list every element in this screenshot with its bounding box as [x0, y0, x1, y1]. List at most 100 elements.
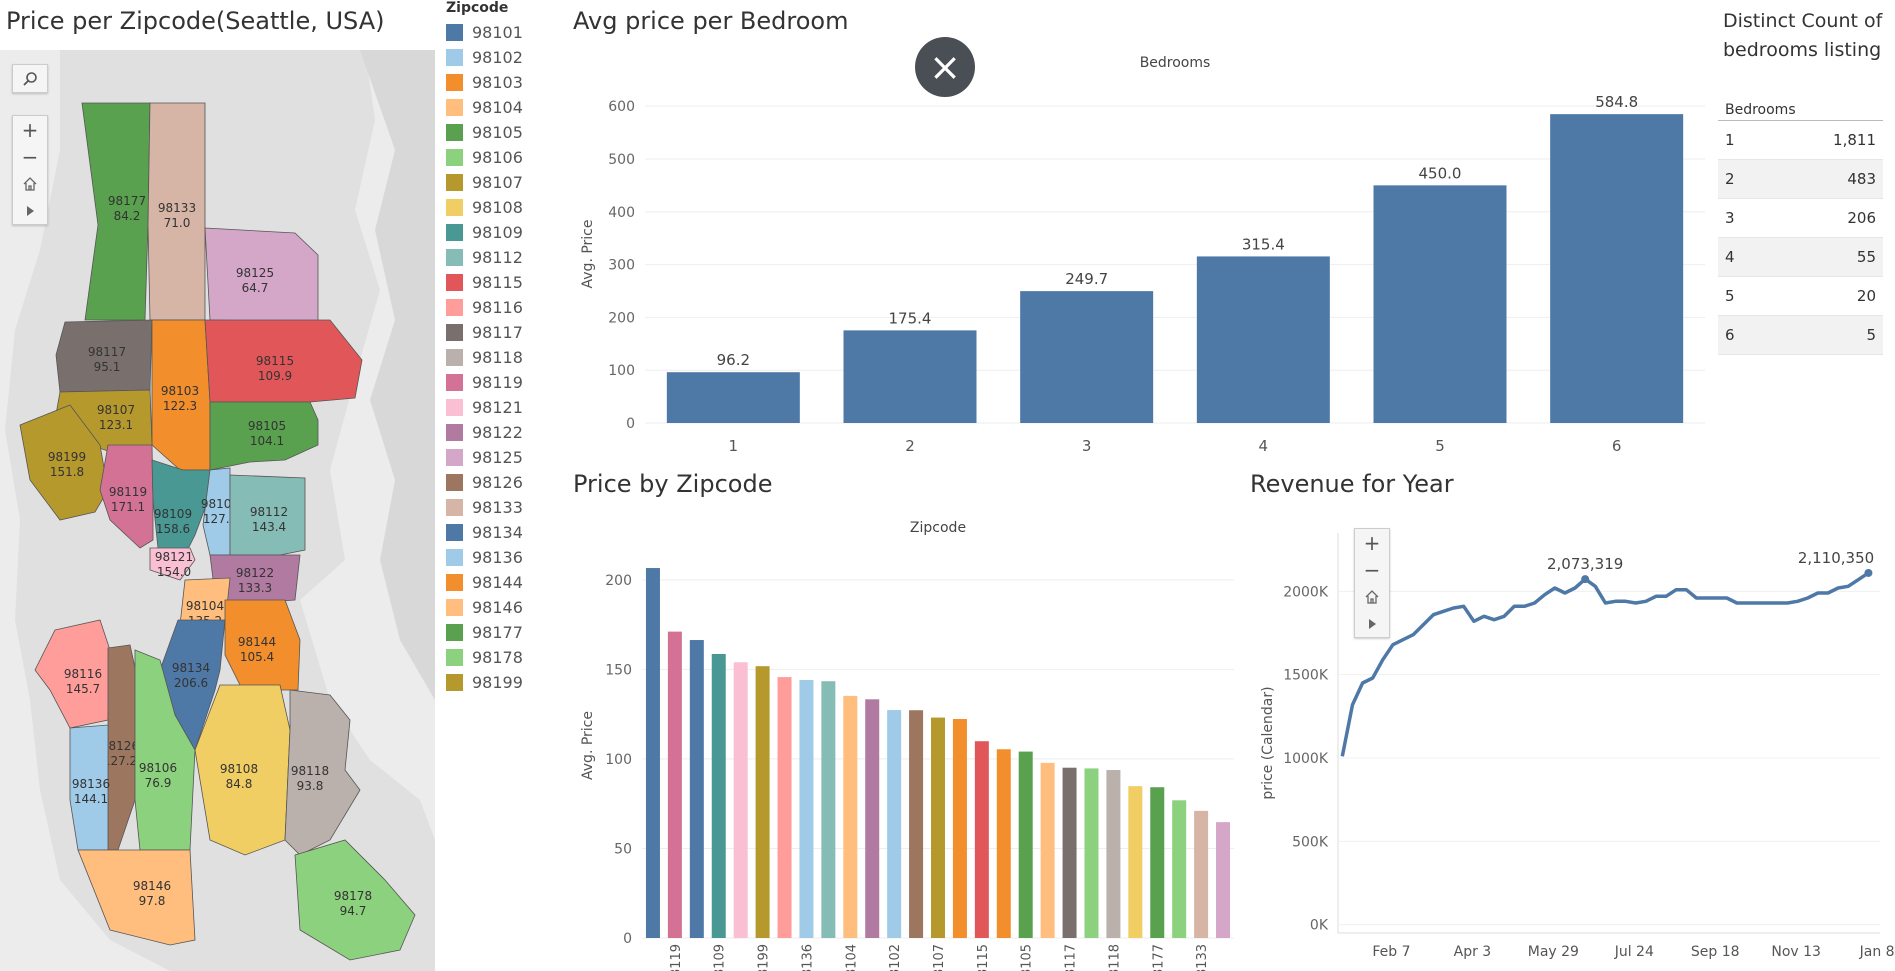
legend-item[interactable]: 98133 [446, 495, 536, 520]
legend-item[interactable]: 98103 [446, 70, 536, 95]
revenue-series-line[interactable] [1340, 571, 1870, 757]
zip-region-shape[interactable] [194, 684, 291, 856]
bar-zip-98144[interactable] [996, 749, 1011, 938]
legend-item[interactable]: 98144 [446, 570, 536, 595]
zip-region-shape[interactable] [19, 404, 109, 521]
bar-bedroom-2[interactable] [843, 330, 977, 423]
bar-zip-98108[interactable] [1128, 786, 1143, 938]
bar-bedroom-3[interactable] [1020, 291, 1154, 423]
bar-zip-98122[interactable] [865, 699, 880, 938]
zip-region-shape[interactable] [149, 547, 196, 581]
bar-zip-98119[interactable] [667, 631, 682, 938]
zip-region-shape[interactable] [284, 689, 361, 856]
bedroom-bar-chart[interactable]: Bedrooms 0 100 200 300 400 500 600 Avg. Price 96.… [570, 45, 1715, 460]
zoom-out-button[interactable]: − [21, 144, 39, 169]
bar-zip-98101[interactable] [689, 640, 704, 938]
legend-item[interactable]: 98115 [446, 270, 536, 295]
legend-item[interactable]: 98136 [446, 545, 536, 570]
close-button[interactable]: × [915, 37, 975, 97]
legend-item[interactable]: 98122 [446, 420, 536, 445]
zip-region-shape[interactable] [294, 839, 416, 961]
legend-item[interactable]: 98199 [446, 670, 536, 695]
bar-zip-98104[interactable] [843, 695, 858, 938]
zoom-in-button[interactable]: + [21, 117, 39, 142]
bar-zip-98116[interactable] [777, 677, 792, 938]
bar-zip-98106[interactable] [1172, 800, 1187, 938]
bar-zip-98121[interactable] [733, 662, 748, 938]
map-search-control[interactable] [12, 64, 48, 93]
bar-zip-98178[interactable] [1084, 768, 1099, 938]
play-icon[interactable] [13, 197, 47, 224]
zip-region-shape[interactable] [229, 474, 306, 556]
legend-item[interactable]: 98119 [446, 370, 536, 395]
legend-item[interactable]: 98102 [446, 45, 536, 70]
legend-item[interactable]: 98178 [446, 645, 536, 670]
search-icon[interactable] [13, 65, 47, 92]
bar-zip-98126[interactable] [909, 710, 924, 938]
zoom-out-button[interactable]: − [1363, 557, 1381, 582]
bar-bedroom-4[interactable] [1196, 256, 1330, 423]
bar-zip-98107[interactable] [931, 717, 945, 938]
revenue-line-chart[interactable]: 0K 500K 1000K 1500K 2000K Feb 7 Apr 3 May 29 Jul… [1250, 508, 1895, 971]
bar-zip-98109[interactable] [711, 653, 726, 938]
legend-item[interactable]: 98112 [446, 245, 536, 270]
bar-zip-98133[interactable] [1194, 810, 1209, 938]
legend-item[interactable]: 98104 [446, 95, 536, 120]
legend-item[interactable]: 98116 [446, 295, 536, 320]
zip-region-shape[interactable] [134, 649, 196, 851]
bar-zip-98102[interactable] [887, 710, 902, 938]
legend-item[interactable]: 98134 [446, 520, 536, 545]
bar-bedroom-6[interactable] [1550, 114, 1684, 423]
bar-bedroom-5[interactable] [1373, 185, 1507, 423]
bar-zip-98177[interactable] [1150, 787, 1165, 938]
zip-region-shape[interactable] [209, 401, 319, 471]
bar-zip-98118[interactable] [1106, 770, 1121, 938]
bar-zip-98146[interactable] [1040, 762, 1055, 938]
legend-item[interactable]: 98107 [446, 170, 536, 195]
legend-item[interactable]: 98109 [446, 220, 536, 245]
play-icon[interactable] [1355, 610, 1389, 637]
bar-zip-98115[interactable] [974, 741, 989, 938]
legend-item[interactable]: 98117 [446, 320, 536, 345]
bar-zip-98136[interactable] [799, 679, 814, 938]
legend-item[interactable]: 98118 [446, 345, 536, 370]
bar-zip-98134[interactable] [645, 568, 660, 938]
legend-item[interactable]: 98177 [446, 620, 536, 645]
zipcode-map[interactable]: 98177 84.2 98133 71.0 98125 64.7 98117 95.1 9810… [0, 50, 435, 971]
legend-item[interactable]: 98146 [446, 595, 536, 620]
zipcode-bar-chart[interactable]: Zipcode 0 50 100 150 200 Avg. Price 98119 98109 9… [570, 508, 1240, 971]
zip-region-shape[interactable] [99, 444, 154, 549]
bar-bedroom-1[interactable] [666, 372, 800, 423]
bar-zip-98199[interactable] [755, 666, 770, 938]
zip-region-shape[interactable] [151, 459, 211, 556]
revenue-peak-point[interactable] [1581, 575, 1590, 584]
legend-item[interactable]: 98101 [446, 20, 536, 45]
zip-region-shape[interactable] [77, 849, 196, 946]
bar-zip-98103[interactable] [952, 718, 967, 938]
legend-item[interactable]: 98108 [446, 195, 536, 220]
legend-item[interactable]: 98105 [446, 120, 536, 145]
zip-region-shape[interactable] [34, 619, 111, 729]
home-icon[interactable] [13, 170, 47, 197]
map-canvas[interactable]: 9817784.29813371.09812564.79811795.19810… [0, 50, 435, 971]
bar-zip-98125[interactable] [1216, 822, 1231, 938]
